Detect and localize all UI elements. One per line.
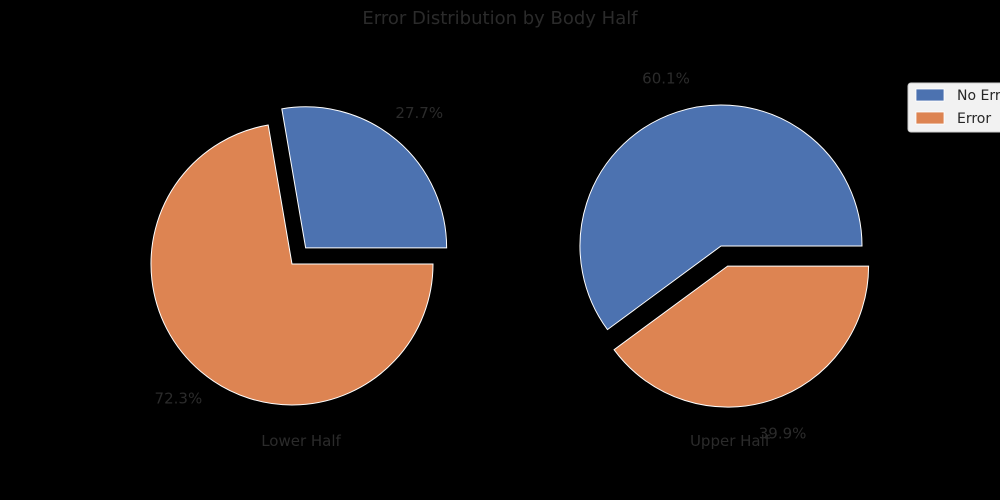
pie-slice-upper-half-no-error [579, 104, 863, 331]
legend: No Error Error [907, 82, 1000, 133]
pie-caption-upper-half: Upper Half [690, 432, 771, 450]
pies-group: 27.7% 72.3% Lower Half 60.1% 39.9%Upper Half [150, 70, 870, 450]
legend-swatch-error [915, 111, 945, 125]
pie-slice-lower-half-error [150, 124, 434, 406]
legend-label-no-error: No Error [957, 88, 1000, 104]
chart-title: Error Distribution by Body Half [362, 8, 638, 29]
legend-swatch-no-error [915, 88, 945, 102]
pie-pct-label-upper-half-no-error: 60.1% [642, 70, 690, 88]
pie-slice-upper-half-error [613, 265, 870, 408]
legend-label-error: Error [957, 111, 991, 127]
pie-pct-label-lower-half-no-error: 27.7% [395, 104, 443, 122]
pie-pct-label-upper-half-error: 39.9% [759, 425, 807, 443]
pie-pct-label-lower-half-error: 72.3% [155, 390, 203, 408]
pie-caption-lower-half: Lower Half [261, 432, 341, 450]
pie-slice-lower-half-no-error [281, 106, 448, 249]
